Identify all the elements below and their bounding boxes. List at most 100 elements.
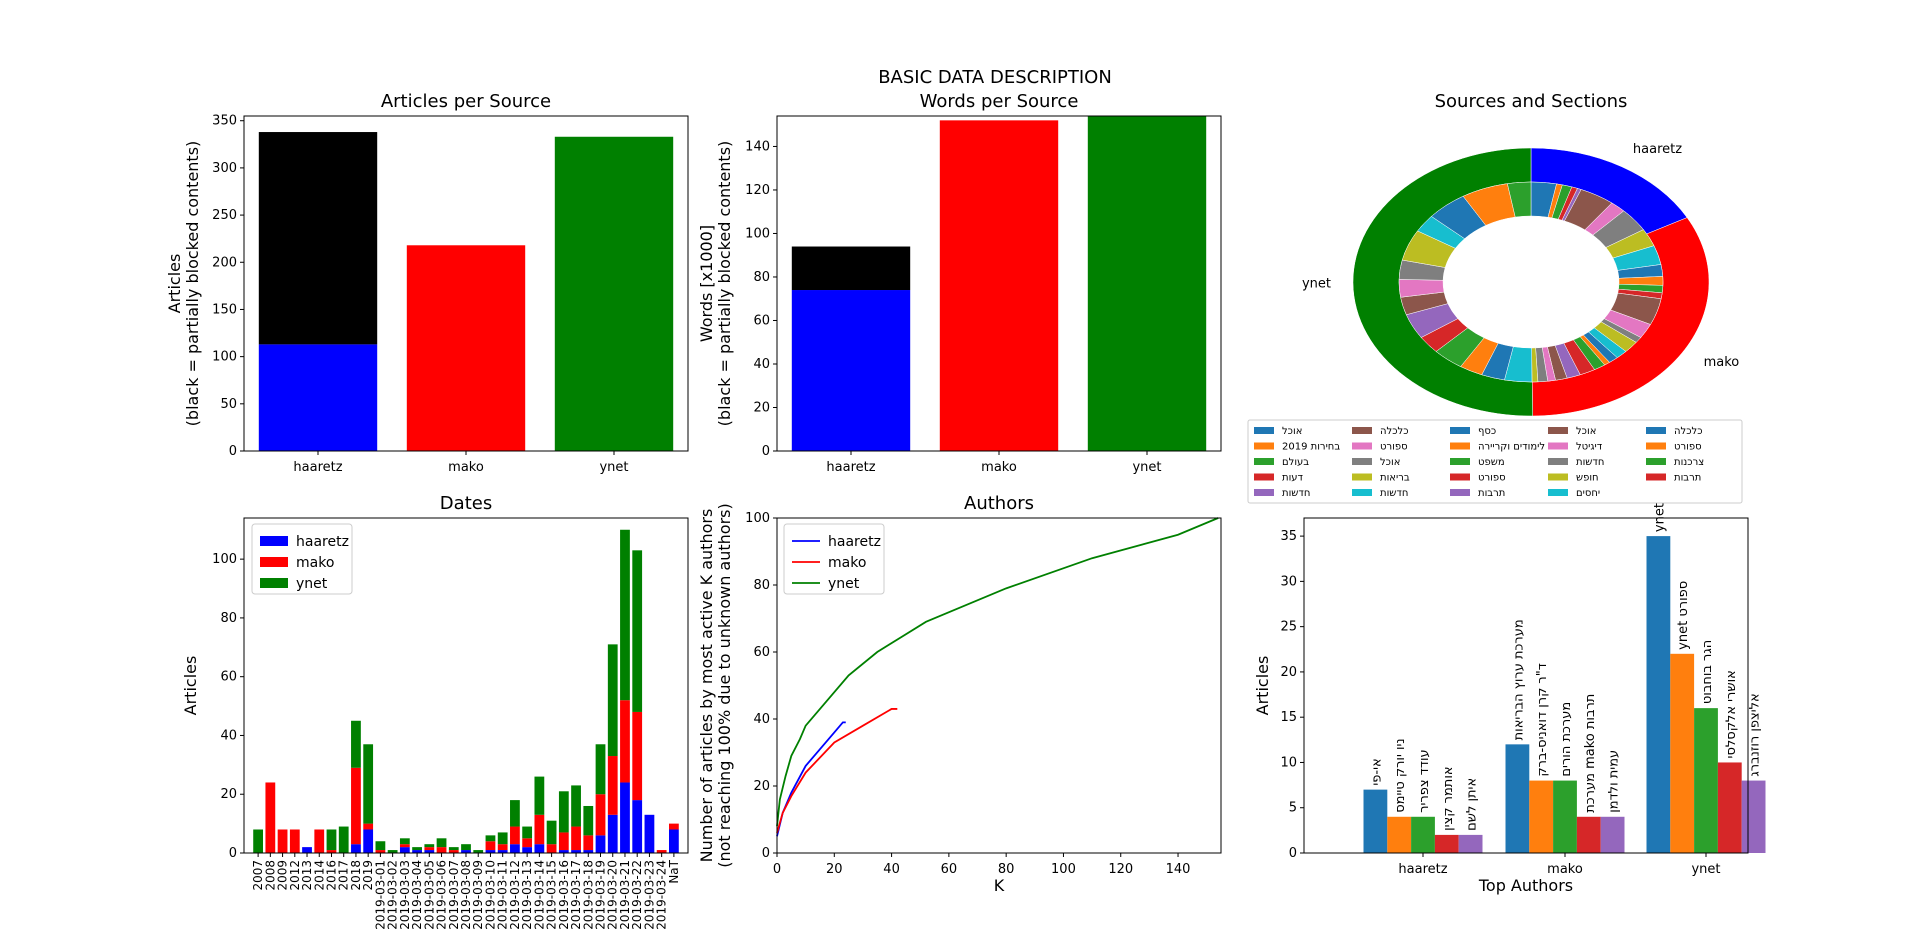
bar-ynet (387, 850, 398, 853)
x-axis-label: Top Authors (1478, 876, 1573, 895)
bar-mako (436, 847, 447, 853)
bar-haaretz (534, 844, 545, 853)
chart-title: Articles per Source (381, 91, 551, 112)
author-bar (1600, 816, 1625, 853)
bar-haaretz (510, 844, 520, 853)
legend-swatch (1646, 427, 1666, 434)
bar-haaretz (399, 847, 410, 853)
bar-haaretz (485, 850, 496, 853)
x-tick-label: haaretz (1398, 862, 1447, 877)
bar-ynet (571, 785, 581, 827)
legend-label: אוכל (1380, 457, 1400, 468)
x-axis-label: K (994, 876, 1005, 895)
bar-ynet (485, 835, 496, 842)
x-tick-label: ynet (1691, 862, 1720, 877)
bar-mako (406, 245, 526, 451)
author-label: ד"ר קרן דואניס-ברק (1535, 663, 1550, 776)
x-tick-label: 2019-03-11 (496, 860, 510, 930)
author-label: עודד צפריר (1417, 749, 1432, 812)
x-tick-label: 2019-03-01 (373, 860, 387, 930)
x-tick-label: 100 (1051, 862, 1076, 877)
bar-mako (939, 120, 1059, 451)
y-tick-label: 0 (229, 444, 237, 459)
y-tick-label: 35 (1280, 529, 1297, 544)
legend-label: תרבות (1674, 473, 1701, 484)
x-tick-label: 2019-03-15 (545, 860, 559, 930)
legend-swatch (260, 578, 288, 588)
legend-label: חופש (1576, 473, 1599, 484)
legend-swatch (1450, 473, 1470, 481)
bar-ynet (522, 826, 533, 839)
x-tick-label: 2019-03-24 (655, 860, 669, 930)
legend-label: אוכל (1576, 426, 1596, 437)
author-label: מערכת mako תרבות (1583, 694, 1598, 813)
author-bar (1387, 816, 1412, 853)
bar-mako (620, 700, 630, 783)
y-tick-label: 0 (229, 846, 237, 861)
bar-haaretz (791, 290, 911, 451)
y-tick-label: 60 (220, 670, 237, 685)
x-tick-label: NaT (667, 859, 681, 883)
x-tick-label: 2019-03-02 (386, 860, 400, 930)
legend-label: ספורט (1380, 442, 1408, 453)
x-tick-label: 2019-03-06 (435, 860, 449, 930)
chart-title: Authors (964, 493, 1034, 514)
legend-label: דיגיטל (1576, 442, 1603, 453)
x-tick-label: 2019-03-23 (642, 860, 656, 930)
bar-ynet (558, 791, 569, 833)
y-axis-label: Words [x1000] (697, 225, 716, 342)
slice-label-haaretz: haaretz (1633, 142, 1682, 157)
legend-box (1247, 419, 1743, 504)
bar-mako (534, 814, 545, 845)
y-tick-label: 250 (212, 208, 237, 223)
x-tick-label: 40 (883, 862, 900, 877)
legend-swatch (1548, 473, 1568, 481)
bar-haaretz (571, 850, 581, 853)
author-label: ניו יורק טיימס (1393, 738, 1408, 812)
y-tick-label: 60 (753, 313, 770, 328)
y-tick-label: 80 (220, 611, 237, 626)
bar-ynet (375, 841, 386, 851)
legend-swatch (1254, 473, 1274, 481)
bar-haaretz (424, 850, 435, 853)
y-tick-label: 100 (745, 511, 770, 526)
top-authors-chart: אי-פי ניו יורק טיימס עודד צפריר אותמר קצין א… (1253, 503, 1766, 895)
author-bar (1694, 708, 1718, 853)
x-tick-label: 2017 (337, 860, 351, 891)
author-bar (1670, 653, 1695, 853)
bar-mako (668, 823, 679, 830)
bar-ynet (534, 776, 545, 815)
legend-swatch (260, 536, 288, 546)
bar-haaretz (668, 829, 679, 853)
legend-label: בחירות 2019 (1282, 442, 1340, 453)
bar-ynet (1087, 116, 1207, 451)
bar-haaretz (461, 850, 471, 853)
y-tick-label: 20 (220, 787, 237, 802)
legend-label: haaretz (296, 534, 349, 550)
y-tick-label: 40 (753, 357, 770, 372)
x-tick-label: 2019-03-19 (594, 860, 608, 930)
x-tick-label: ynet (599, 460, 628, 475)
y-axis-label: Articles (1253, 656, 1272, 716)
y-tick-label: 0 (762, 444, 770, 459)
bar-ynet (510, 800, 520, 827)
bar-ynet (412, 847, 422, 851)
bar-mako (314, 829, 325, 853)
inner-slice (1507, 181, 1532, 218)
author-bar (1646, 536, 1671, 853)
bar-mako (558, 832, 569, 851)
author-label: אושרי אלקסלסי (1724, 670, 1739, 758)
line-ynet (776, 517, 1219, 827)
bar-mako (497, 844, 508, 851)
legend-label: haaretz (828, 534, 881, 550)
x-tick-label: 20 (826, 862, 843, 877)
legend-label: בריאות (1380, 473, 1410, 484)
articles-per-source-chart: haaretz mako ynet 0 50 100 150 200 250 300 350 Arti… (165, 91, 689, 475)
legend-label: לימודים וקריירה (1478, 442, 1545, 453)
bar-ynet (554, 136, 674, 451)
legend-swatch (1254, 458, 1274, 465)
bar-ynet (595, 744, 606, 795)
legend-swatch (1646, 442, 1666, 450)
axes-frame (243, 115, 689, 452)
legend-swatch (1450, 489, 1470, 496)
